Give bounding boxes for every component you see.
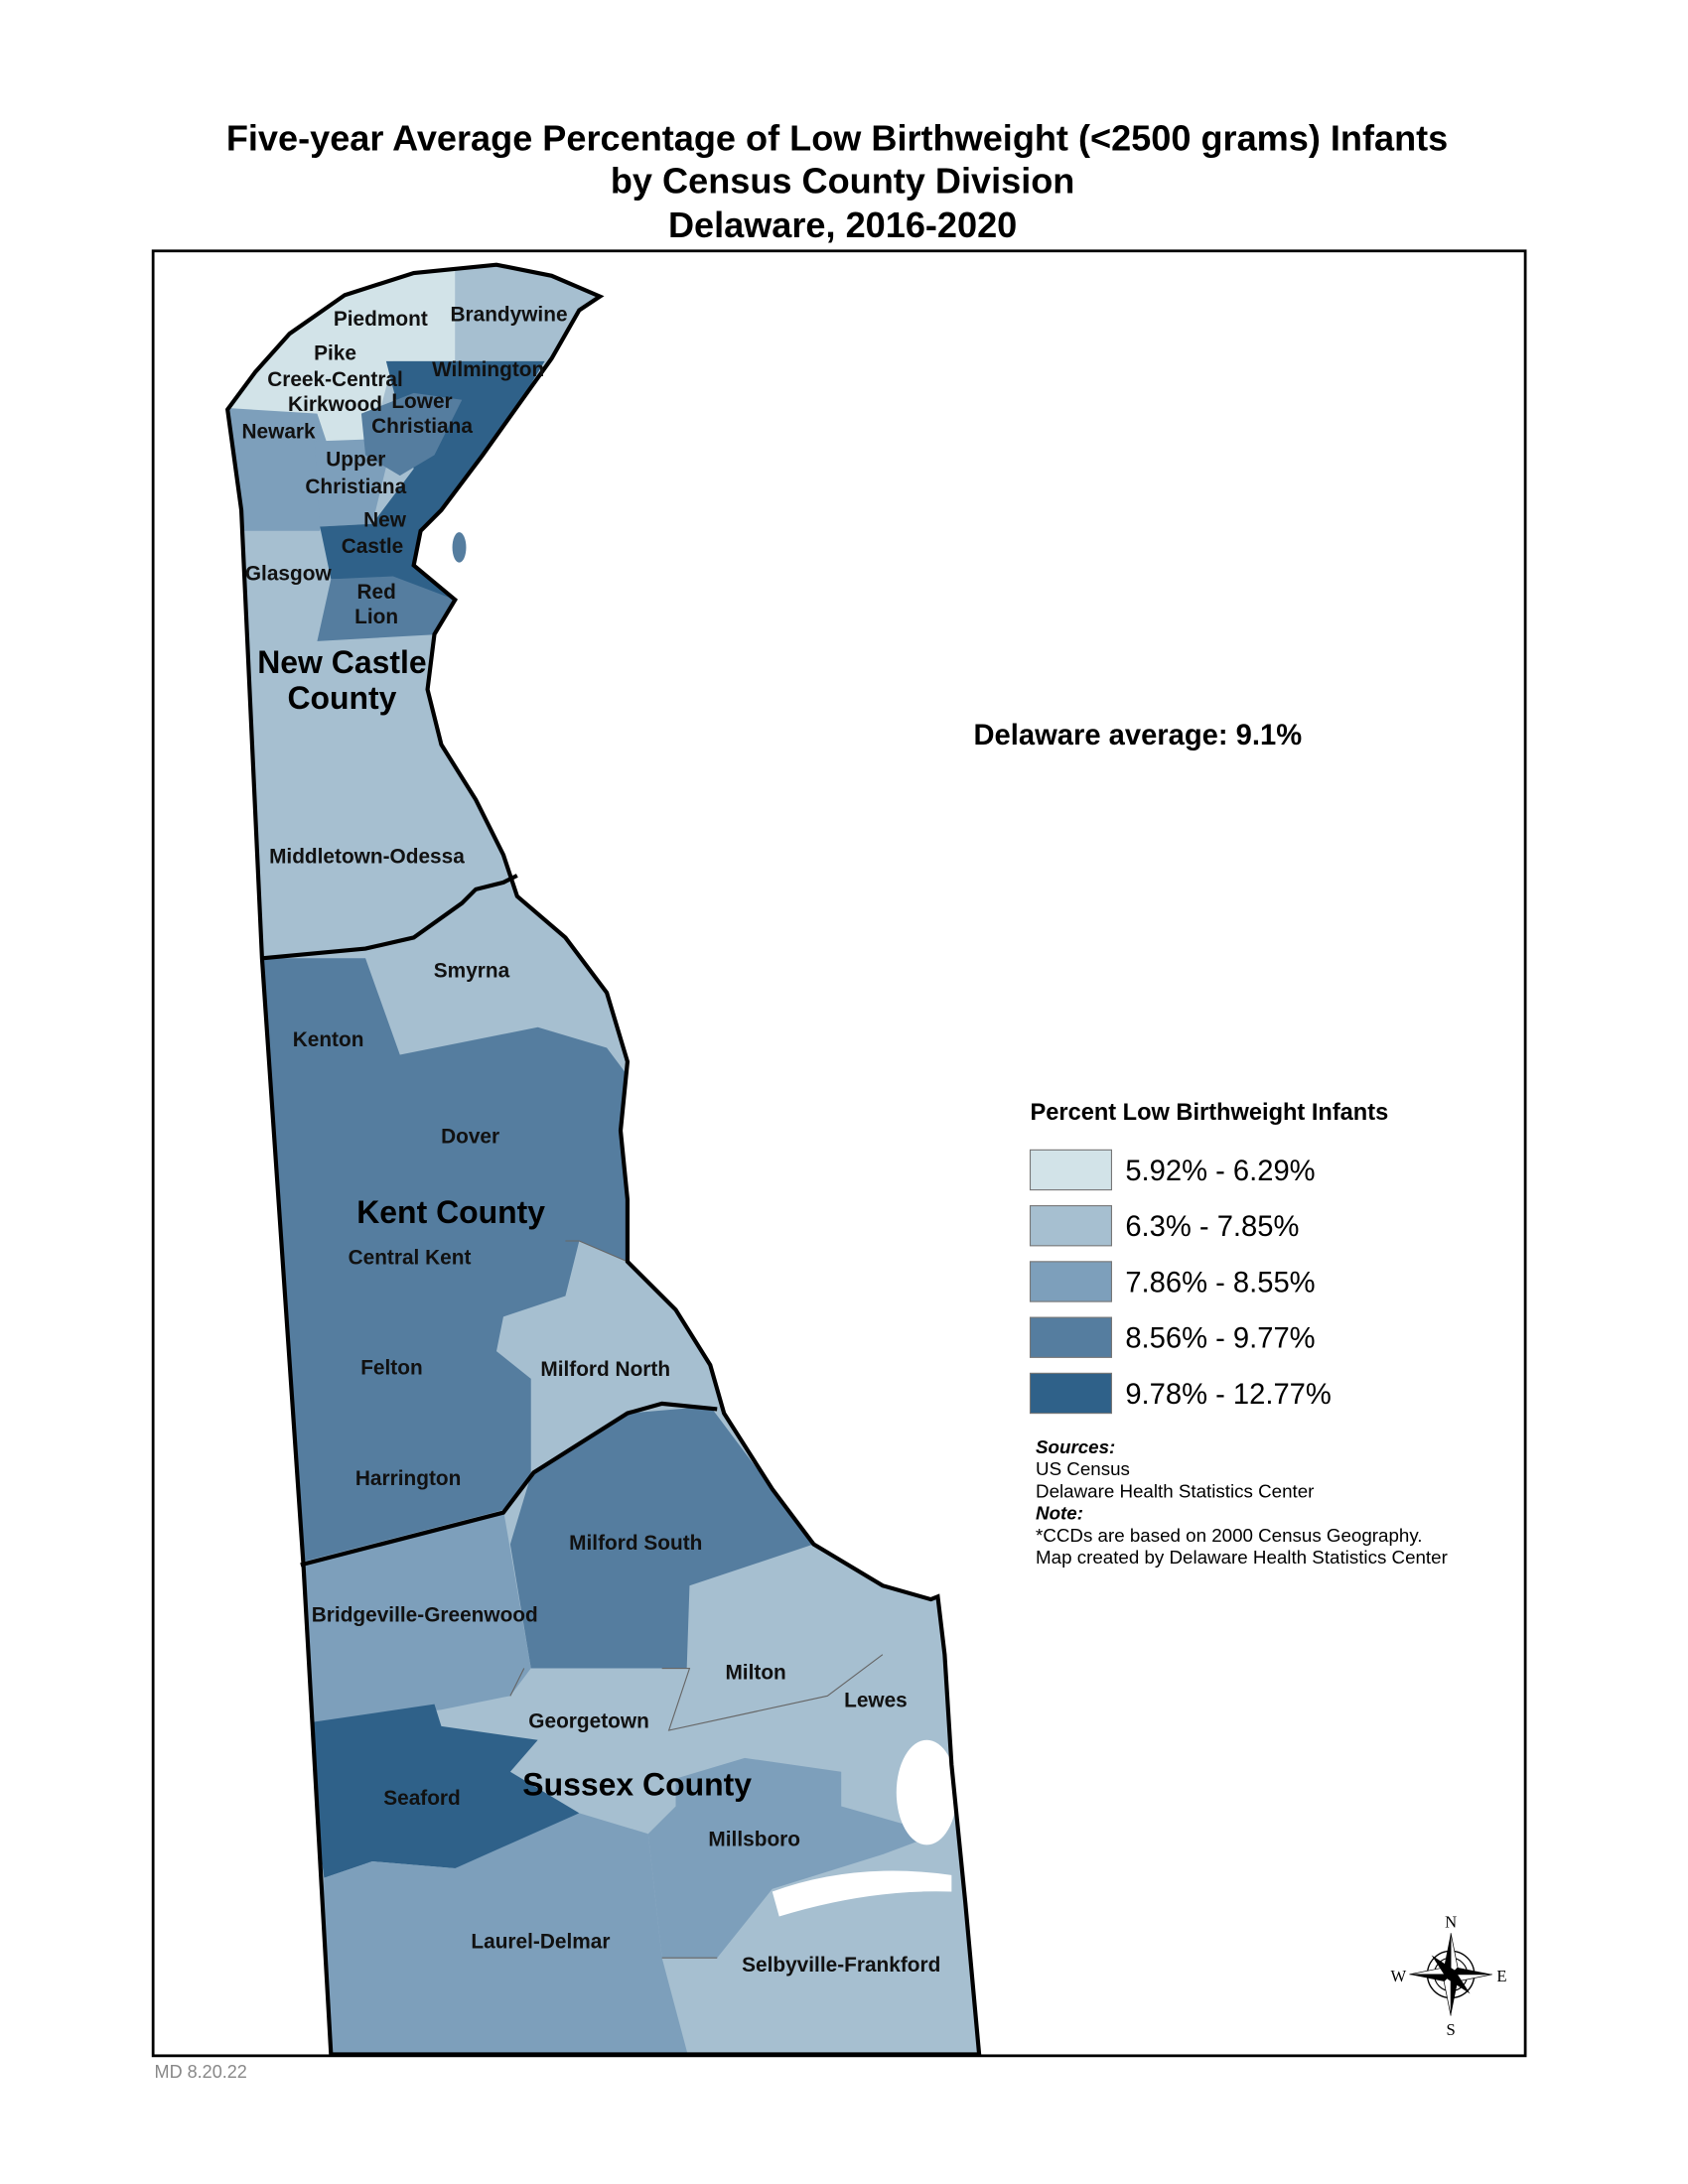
label-central-kent: Central Kent (349, 1247, 472, 1270)
indian-river-bay (772, 1870, 952, 1917)
ccd-boundaries (509, 1240, 884, 1959)
label-dover: Dover (441, 1125, 499, 1148)
title-line-1: Five-year Average Percentage of Low Birt… (226, 117, 1448, 158)
note-ccd: *CCDs are based on 2000 Census Geography… (1036, 1525, 1422, 1546)
label-milford-north: Milford North (540, 1358, 670, 1381)
label-felton: Felton (360, 1357, 422, 1380)
legend-label: 5.92% - 6.29% (1125, 1156, 1315, 1187)
region-upper-christiana (314, 438, 393, 527)
legend-swatch (1029, 1205, 1112, 1247)
compass-e: E (1496, 1967, 1506, 1985)
title-line-3: Delaware, 2016-2020 (668, 205, 1017, 245)
label-sussex-county: Sussex County (522, 1766, 752, 1802)
label-castle: Castle (342, 535, 404, 558)
region-wilmington-new-castle (320, 360, 545, 601)
legend-label: 6.3% - 7.85% (1125, 1211, 1299, 1243)
label-new: New (363, 509, 407, 532)
legend-title: Percent Low Birthweight Infants (1031, 1100, 1389, 1126)
label-glasgow: Glasgow (245, 563, 333, 586)
label-middletown-odessa: Middletown-Odessa (269, 845, 465, 868)
label-creek-central: Creek-Central (267, 368, 403, 391)
sources-heading: Sources: (1036, 1436, 1115, 1457)
label-new-castle-county-2: County (287, 680, 396, 716)
label-kirkwood: Kirkwood (288, 393, 382, 416)
legend-label: 9.78% - 12.77% (1125, 1379, 1331, 1411)
label-newark: Newark (242, 421, 317, 444)
label-smyrna: Smyrna (434, 960, 510, 983)
county-boundary-newcastle-kent (261, 874, 518, 961)
label-seaford: Seaford (383, 1787, 461, 1810)
legend-swatch (1029, 1372, 1112, 1415)
region-seaford (303, 1704, 580, 1878)
map-date-code: MD 8.20.22 (155, 2062, 247, 2082)
county-boundary-kent-sussex (300, 1401, 718, 1568)
note-heading: Note: (1036, 1503, 1083, 1524)
legend-label: 8.56% - 9.77% (1125, 1323, 1315, 1355)
source-us-census: US Census (1036, 1458, 1130, 1479)
label-millsboro: Millsboro (708, 1829, 800, 1851)
label-selbyville-frankford: Selbyville-Frankford (742, 1954, 940, 1977)
note-created-by: Map created by Delaware Health Statistic… (1036, 1547, 1448, 1568)
label-bridgeville-greenwood: Bridgeville-Greenwood (312, 1603, 538, 1626)
label-kenton: Kenton (293, 1028, 364, 1051)
region-milford-south (509, 1406, 814, 1669)
source-dhsc: Delaware Health Statistics Center (1036, 1480, 1314, 1501)
label-lower-christiana: Christiana (371, 415, 473, 438)
legend-swatch (1029, 1261, 1112, 1302)
region-labels: Piedmont Brandywine Pike Creek-Central W… (242, 304, 941, 1978)
legend-label: 7.86% - 8.55% (1125, 1267, 1315, 1298)
state-outline (224, 262, 982, 2057)
region-kent-west (248, 958, 648, 1572)
label-pike: Pike (314, 342, 356, 365)
compass-n: N (1445, 1913, 1457, 1932)
compass-rose-icon: N S E W (1390, 1913, 1506, 2039)
label-red: Red (356, 581, 395, 604)
label-piedmont: Piedmont (334, 308, 428, 331)
label-milford-south: Milford South (569, 1532, 702, 1555)
source-notes: Sources: US Census Delaware Health Stati… (1036, 1436, 1448, 1568)
state-average: Delaware average: 9.1% (974, 720, 1303, 751)
label-lower: Lower (391, 390, 452, 413)
county-labels: New Castle County Kent County Sussex Cou… (257, 644, 752, 1803)
label-lion: Lion (354, 606, 398, 628)
rehoboth-bay (896, 1739, 957, 1845)
label-milton: Milton (725, 1662, 785, 1685)
legend-swatch (1029, 1316, 1112, 1358)
island (452, 532, 467, 563)
region-millsboro (647, 1757, 938, 1959)
region-bridgeville-greenwood (275, 1509, 531, 1724)
map-title: Five-year Average Percentage of Low Birt… (226, 117, 1448, 245)
compass-w: W (1390, 1967, 1406, 1985)
label-laurel-delmar: Laurel-Delmar (471, 1930, 610, 1953)
legend-swatch (1029, 1149, 1112, 1191)
label-upper: Upper (326, 448, 385, 471)
label-kent-county: Kent County (356, 1194, 545, 1230)
title-line-2: by Census County Division (611, 160, 1074, 201)
label-harrington: Harrington (355, 1467, 461, 1490)
region-brandywine (455, 264, 621, 361)
label-georgetown: Georgetown (528, 1709, 649, 1732)
compass-s: S (1446, 2020, 1455, 2039)
label-new-castle-county-1: New Castle (257, 644, 426, 680)
legend: Percent Low Birthweight Infants 5.92% - … (1029, 1100, 1389, 1415)
region-lower-christiana (360, 392, 463, 477)
label-lewes: Lewes (844, 1689, 908, 1711)
region-laurel-delmar (310, 1813, 690, 2055)
region-red-lion (317, 576, 456, 641)
label-brandywine: Brandywine (450, 304, 567, 327)
label-upper-christiana: Christiana (305, 476, 406, 498)
label-wilmington: Wilmington (432, 358, 544, 381)
